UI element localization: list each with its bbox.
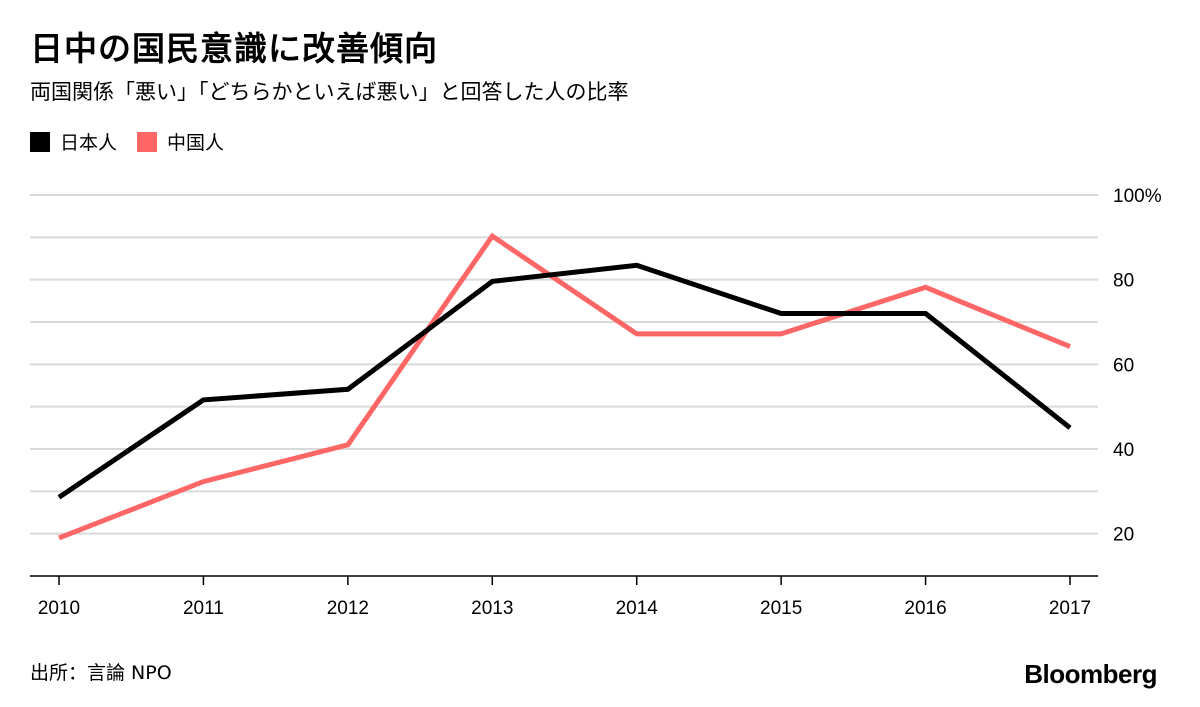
x-tick-label: 2016 [904,598,946,619]
series-line-chinese [58,232,1071,541]
legend-label-japanese: 日本人 [60,132,118,154]
x-tick-label: 2013 [471,598,513,619]
y-tick-label: 60 [1113,355,1134,376]
legend-label-chinese: 中国人 [167,132,225,154]
y-tick-label: 80 [1113,271,1134,292]
legend-item-chinese: 中国人 [137,128,224,155]
source-note: 出所：言論 NPO [30,662,172,684]
x-tick-label: 2015 [760,598,802,619]
y-tick-label: 40 [1113,440,1134,461]
legend-item-japanese: 日本人 [30,128,117,155]
x-tick-label: 2010 [38,598,80,619]
series-line-japanese [57,262,1072,500]
chart-title: 日中の国民意識に改善傾向 [30,29,438,68]
x-tick-label: 2012 [327,598,369,619]
chart-subtitle: 両国関係「悪い」「どちらかといえば悪い」と回答した人の比率 [30,80,629,104]
legend-swatch-chinese [137,131,158,152]
y-tick-label: 100% [1113,186,1162,207]
legend: 日本人 中国人 [30,128,244,155]
x-tick-label: 2014 [616,598,659,619]
legend-swatch-japanese [30,131,50,152]
brand-logo: Bloomberg [1024,659,1157,689]
y-tick-label: 20 [1113,525,1134,546]
x-tick-label: 2011 [183,598,224,619]
x-tick-label: 2017 [1049,598,1091,619]
